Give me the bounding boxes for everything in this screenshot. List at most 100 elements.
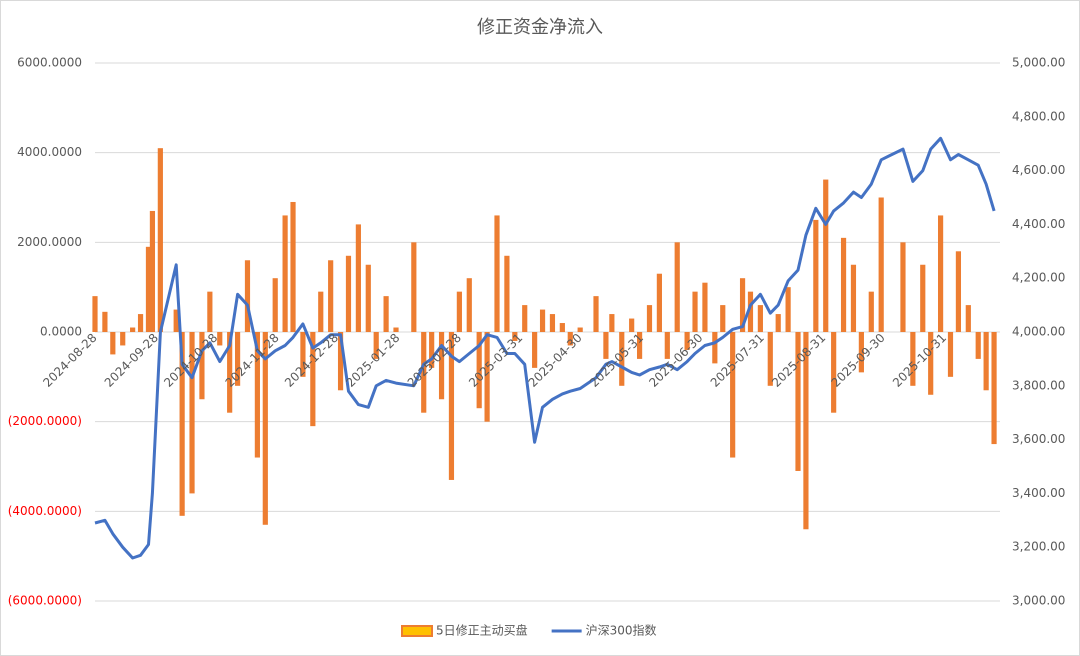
bar [878,197,884,332]
bar [282,215,288,332]
y2-tick-label: 4,000.00 [1012,325,1065,339]
bar [137,314,144,332]
bar [813,219,819,332]
bar [272,278,278,332]
bar [355,224,361,332]
bar [928,332,934,395]
bar [110,332,116,355]
bar [567,332,573,346]
bar [785,287,791,332]
bar [947,332,954,377]
bar [345,255,352,332]
bar [539,309,546,332]
chart-title: 修正资金净流入 [477,17,603,38]
bar [383,296,389,332]
bar [747,291,754,332]
bar [120,332,126,346]
bar [199,332,205,400]
bar [438,332,445,400]
y-tick-label: 6000.0000 [17,56,82,70]
bar [629,318,635,332]
y-tick-label: 2000.0000 [17,235,82,249]
bar [831,332,837,413]
bar [149,210,156,332]
bar [373,332,379,359]
y-tick-label: (4000.0000) [8,504,82,518]
y2-tick-label: 3,400.00 [1012,486,1065,500]
bar [656,273,662,332]
y2-tick-label: 3,200.00 [1012,540,1065,554]
bar [619,332,625,386]
bar [636,332,643,359]
y-tick-label: 0.0000 [40,325,82,339]
bar [823,179,829,332]
bar [318,291,324,332]
bar [145,246,152,332]
bar [767,332,773,386]
bar [337,332,344,391]
y-tick-label: 4000.0000 [17,145,82,159]
bar [476,332,482,409]
bar [227,332,233,413]
bar [868,291,874,332]
bar [254,332,260,458]
bar [157,148,163,332]
y2-tick-label: 5,000.00 [1012,56,1065,70]
bar [393,327,399,332]
bar [179,332,185,516]
bar [421,332,427,413]
y2-tick-label: 4,600.00 [1012,163,1065,177]
bar [684,332,690,350]
bar [712,332,718,364]
bar [189,332,195,494]
bar [207,291,213,332]
bar [411,242,417,332]
bar [739,278,746,332]
bar [674,242,680,332]
line [94,136,996,560]
bar [991,332,997,445]
bar [910,332,916,386]
bar [840,237,847,332]
legend-label: 5日修正主动买盘 [436,623,528,638]
bar [244,260,251,332]
bar [448,332,455,480]
bar [130,327,136,332]
bar [365,264,371,332]
bar [692,291,698,332]
bar [310,332,316,427]
y2-tick-label: 4,800.00 [1012,109,1065,123]
bar [955,251,962,332]
bar [730,332,736,458]
y2-tick-label: 4,400.00 [1012,217,1065,231]
bar [965,305,971,332]
legend-label: 沪深300指数 [586,623,657,638]
y2-tick-label: 3,600.00 [1012,432,1065,446]
bar [549,314,556,332]
bar [559,323,565,332]
bar [702,282,708,332]
bar [858,332,864,373]
bar [795,332,801,471]
y2-tick-label: 3,800.00 [1012,378,1065,392]
y-tick-label: (6000.0000) [8,594,82,608]
bar [920,264,926,332]
bar [512,332,518,341]
bar [234,332,241,386]
bar [900,242,906,332]
bar [775,314,781,332]
bar [290,201,296,332]
bar [850,264,857,332]
bar [217,332,223,346]
bar [102,311,108,332]
bar [92,296,98,332]
bar [429,332,435,368]
bar [484,332,490,422]
bar [593,296,599,332]
bar [646,305,653,332]
bar [603,332,609,359]
bar [532,332,538,368]
y-tick-label: (2000.0000) [8,414,82,428]
bar [983,332,989,391]
